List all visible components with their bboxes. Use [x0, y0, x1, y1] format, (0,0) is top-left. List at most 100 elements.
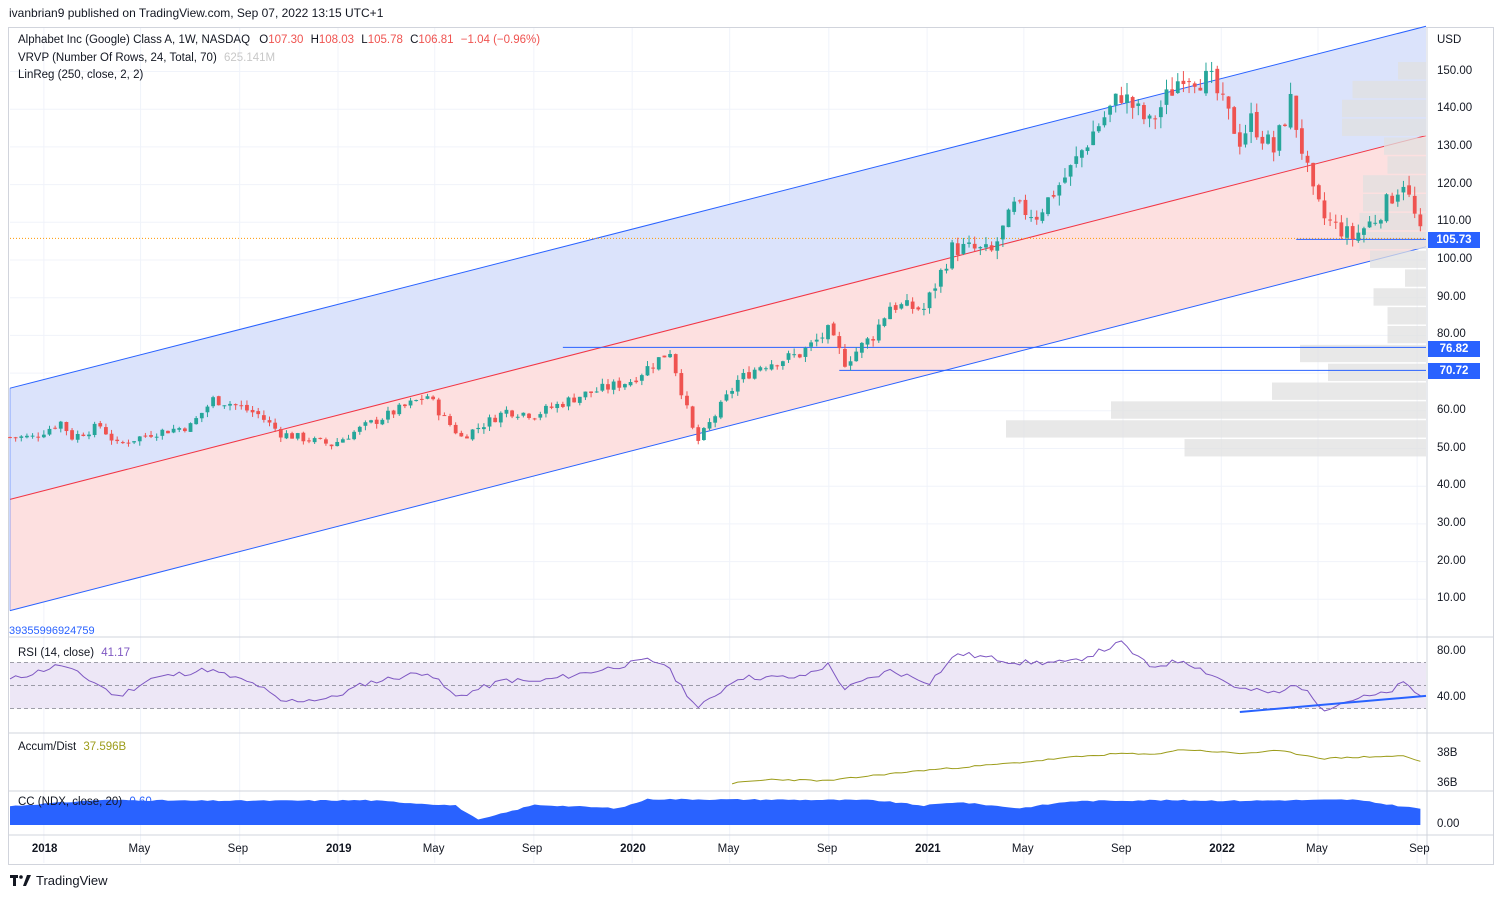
candle-body: [566, 397, 571, 407]
cc-label: CC (NDX, close, 20): [18, 796, 123, 808]
candle-body: [431, 396, 436, 400]
candle-body: [1063, 177, 1067, 183]
candle-body: [64, 422, 69, 432]
time-axis-label: 2022: [1209, 843, 1235, 855]
candle-body: [318, 437, 323, 439]
candle-body: [1299, 128, 1304, 154]
candle-body: [1204, 70, 1208, 94]
price-tick-label: 80.00: [1437, 328, 1466, 341]
candle-body: [58, 421, 63, 429]
candle-body: [233, 404, 238, 406]
candle-body: [662, 355, 667, 358]
candle-body: [92, 423, 97, 436]
volume-profile-bar: [1363, 175, 1426, 193]
price-tick-label: 120.00: [1437, 177, 1473, 190]
candle-body: [442, 415, 447, 417]
candle-body: [984, 244, 988, 248]
rsi-value: 41.17: [101, 647, 131, 659]
linreg-legend[interactable]: LinReg (250, close, 2, 2): [18, 69, 143, 81]
cc-pane: [10, 798, 1421, 825]
candle-body: [1221, 93, 1225, 95]
vrvp-legend[interactable]: VRVP (Number Of Rows, 24, Total, 70) 625…: [18, 52, 275, 64]
candle-body: [1209, 70, 1214, 72]
rsi-legend[interactable]: RSI (14, close) 41.17: [18, 647, 130, 659]
candle-body: [267, 420, 272, 423]
candle-body: [363, 422, 368, 426]
candle-body: [1136, 103, 1141, 106]
candle-body: [104, 427, 108, 435]
candle-body: [656, 357, 661, 370]
candle-body: [651, 367, 656, 369]
candle-body: [854, 351, 859, 362]
symbol-title[interactable]: Alphabet Inc (Google) Class A, 1W, NASDA…: [18, 34, 251, 46]
candle-body: [324, 439, 328, 444]
candle-body: [1356, 232, 1361, 241]
high-label: H: [310, 34, 319, 46]
accum-legend[interactable]: Accum/Dist 37.596B: [18, 741, 126, 753]
candle-body: [1096, 126, 1101, 132]
candle-body: [933, 288, 938, 291]
candle-body: [1271, 137, 1276, 153]
tradingview-logo-icon: [10, 875, 31, 886]
candle-body: [352, 431, 357, 440]
candle-body: [718, 401, 723, 418]
cc-legend[interactable]: CC (NDX, close, 20) 0.60: [18, 796, 152, 808]
candle-body: [1164, 89, 1169, 105]
volume-profile-bar: [1387, 307, 1426, 325]
candle-body: [1378, 220, 1383, 224]
vrvp-value: 625.141M: [223, 52, 276, 64]
candle-body: [132, 441, 137, 443]
price-tick-label: 130.00: [1437, 139, 1473, 152]
channel-lower-line: [9, 246, 1427, 612]
regression-line: [9, 135, 1427, 500]
candle-body: [1034, 216, 1039, 220]
candle-body: [199, 412, 204, 419]
candle-body: [865, 338, 870, 345]
candle-body: [453, 424, 458, 434]
candle-body: [448, 416, 452, 425]
candle-body: [335, 441, 340, 447]
candle-body: [228, 403, 232, 406]
candle-body: [837, 336, 842, 349]
candle-body: [205, 406, 210, 413]
candle-body: [1198, 87, 1203, 91]
candle-body: [1311, 162, 1316, 187]
volume-profile-bar: [1405, 269, 1426, 287]
candle-body: [1023, 199, 1028, 216]
candle-body: [679, 373, 684, 396]
candle-body: [752, 369, 757, 379]
candle-body: [950, 242, 955, 269]
level-tag-1: 76.82: [1428, 341, 1480, 357]
volume-profile-bar: [1184, 439, 1426, 457]
candle-body: [1012, 201, 1017, 212]
candle-body: [645, 366, 650, 376]
candle-body: [780, 361, 785, 366]
candle-body: [222, 405, 227, 407]
price-tick-label: 40.00: [1437, 479, 1466, 492]
currency-label: USD: [1437, 34, 1462, 46]
candle-body: [623, 384, 627, 388]
cc-area: [10, 798, 1421, 825]
candle-body: [848, 361, 853, 366]
candle-body: [572, 397, 577, 403]
candle-body: [910, 301, 915, 309]
candle-body: [1119, 95, 1124, 103]
candle-body: [1074, 156, 1079, 164]
volume-profile-bar: [1373, 288, 1426, 306]
rsi-tick-80: 80.00: [1437, 645, 1466, 657]
candle-body: [1006, 209, 1011, 228]
candle-body: [87, 434, 91, 437]
candle-body: [628, 382, 633, 386]
candle-body: [374, 419, 379, 424]
candle-body: [109, 433, 114, 441]
candle-body: [1130, 97, 1135, 108]
candle-body: [814, 339, 819, 342]
rsi-pane: [9, 640, 1427, 713]
close-value: 106.81: [418, 34, 454, 46]
tradingview-footer[interactable]: TradingView: [10, 873, 108, 888]
candle-body: [126, 442, 131, 444]
channel-lower-fill: [10, 135, 1426, 611]
candle-body: [724, 394, 729, 401]
candle-body: [1283, 124, 1287, 127]
